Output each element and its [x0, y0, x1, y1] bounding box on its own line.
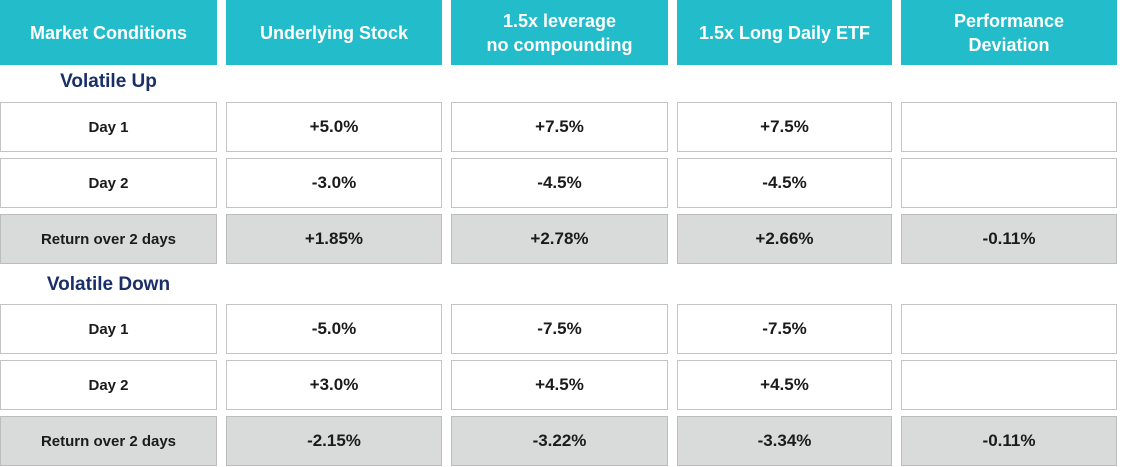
header-underlying-stock-label: Underlying Stock [259, 22, 409, 43]
header-performance-deviation: Performance Deviation [901, 0, 1117, 65]
deviation-value [901, 360, 1117, 410]
leverage-value: -7.5% [451, 304, 668, 354]
leverage-value: +7.5% [451, 102, 668, 152]
performance-deviation-value: -0.11% [901, 416, 1117, 466]
underlying-stock-value: +5.0% [226, 102, 442, 152]
performance-deviation-value: -0.11% [901, 214, 1117, 264]
leverage-value: -4.5% [451, 158, 668, 208]
underlying-stock-return: +1.85% [226, 214, 442, 264]
etf-value: +7.5% [677, 102, 892, 152]
leverage-value: +4.5% [451, 360, 668, 410]
header-market-conditions-label: Market Conditions [29, 22, 187, 43]
header-long-daily-etf-label: 1.5x Long Daily ETF [698, 22, 871, 43]
underlying-stock-value: -5.0% [226, 304, 442, 354]
header-market-conditions: Market Conditions [0, 0, 217, 65]
header-underlying-stock: Underlying Stock [226, 0, 442, 65]
underlying-stock-value: +3.0% [226, 360, 442, 410]
underlying-stock-value: -3.0% [226, 158, 442, 208]
etf-value: +4.5% [677, 360, 892, 410]
etf-return: -3.34% [677, 416, 892, 466]
deviation-value [901, 158, 1117, 208]
section-title-volatile-down: Volatile Down [46, 274, 171, 295]
etf-value: -7.5% [677, 304, 892, 354]
deviation-value [901, 102, 1117, 152]
deviation-value [901, 304, 1117, 354]
row-label: Day 2 [0, 360, 217, 410]
etf-return: +2.66% [677, 214, 892, 264]
section-title-volatile-up: Volatile Up [60, 71, 157, 92]
summary-row-label: Return over 2 days [0, 416, 217, 466]
etf-value: -4.5% [677, 158, 892, 208]
row-label: Day 1 [0, 304, 217, 354]
leverage-return: +2.78% [451, 214, 668, 264]
row-label: Day 1 [0, 102, 217, 152]
header-long-daily-etf: 1.5x Long Daily ETF [677, 0, 892, 65]
header-leverage-line2: no compounding [486, 34, 633, 55]
summary-row-label: Return over 2 days [0, 214, 217, 264]
underlying-stock-return: -2.15% [226, 416, 442, 466]
header-leverage-no-compounding: 1.5x leverage no compounding [451, 0, 668, 65]
header-deviation-line1: Performance [953, 10, 1065, 31]
leverage-return: -3.22% [451, 416, 668, 466]
row-label: Day 2 [0, 158, 217, 208]
header-deviation-line2: Deviation [968, 34, 1050, 55]
header-leverage-line1: 1.5x leverage [502, 10, 617, 31]
